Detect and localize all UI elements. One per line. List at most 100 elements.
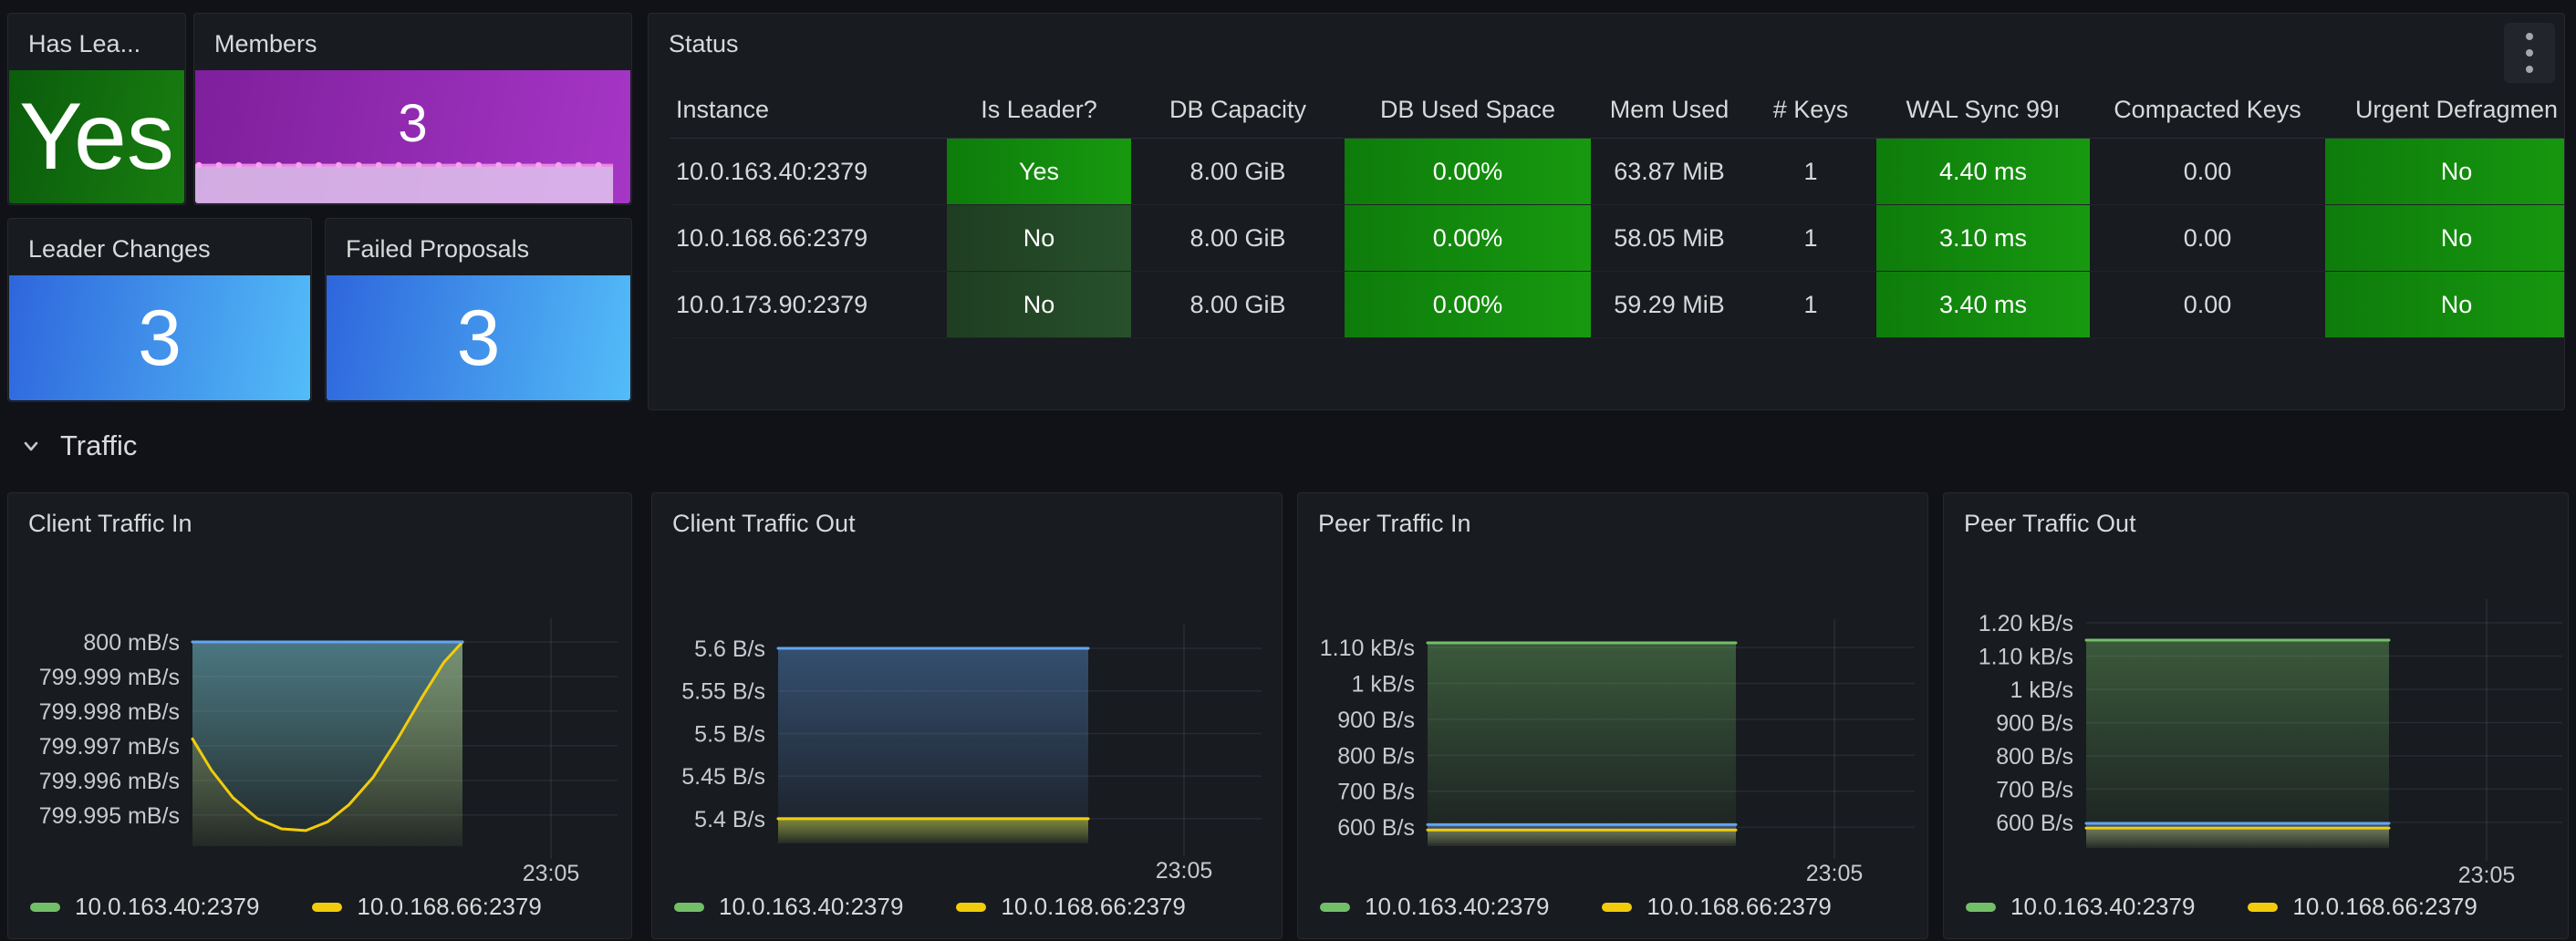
panel-client-traffic-in: Client Traffic In 800 mB/s 799.999 mB/s 79… [7, 492, 632, 939]
legend-color-pill [674, 902, 704, 912]
panel-members: Members 3 [193, 13, 632, 205]
table-cell: 1 [1803, 157, 1818, 185]
sparkline-dot [215, 161, 223, 169]
table-cell: No [947, 272, 1131, 337]
chart-legend: 10.0.163.40:237910.0.168.66:237910.0.173… [1966, 893, 2477, 938]
legend-label: 10.0.163.40:2379 [2010, 893, 2196, 920]
column-header[interactable]: WAL Sync 99ı [1906, 95, 2061, 123]
table-cell: 8.00 GiB [1189, 223, 1286, 252]
panel-title-leader-changes[interactable]: Leader Changes [28, 235, 211, 263]
legend-item[interactable]: 10.0.168.66:2379 [1602, 893, 1832, 921]
y-axis-tick-label: 700 B/s [1996, 777, 2073, 802]
column-header[interactable]: Compacted Keys [2114, 95, 2301, 123]
legend-color-pill [2248, 902, 2279, 912]
sparkline-dot [455, 161, 462, 169]
series-area [192, 642, 462, 846]
column-header[interactable]: DB Capacity [1169, 95, 1307, 123]
sparkline-dot [535, 161, 542, 169]
sparkline-dot [475, 161, 483, 169]
table-cell: No [2325, 205, 2564, 271]
chart-plot-client-traffic-out[interactable]: 5.6 B/s 5.55 B/s 5.5 B/s 5.45 B/s 5.4 B/s 23:… [652, 533, 1278, 891]
legend-item[interactable]: 10.0.163.40:2379 [1320, 893, 1549, 921]
column-header[interactable]: Urgent Defragmen [2354, 95, 2559, 123]
chart-plot-client-traffic-in[interactable]: 800 mB/s 799.999 mB/s 799.998 mB/s 799.997 … [8, 533, 632, 891]
y-axis-tick-label: 5.45 B/s [681, 764, 765, 790]
panel-title-failed-proposals[interactable]: Failed Proposals [346, 235, 530, 263]
sparkline-dot [195, 161, 203, 169]
column-header[interactable]: # Keys [1772, 95, 1849, 123]
y-axis-tick-label: 1.20 kB/s [1979, 611, 2073, 636]
legend-label: 10.0.163.40:2379 [1365, 893, 1550, 920]
legend-item[interactable]: 10.0.163.40:2379 [30, 893, 259, 921]
y-axis-tick-label: 799.998 mB/s [39, 699, 180, 725]
panel-title-peer-traffic-out[interactable]: Peer Traffic Out [1964, 510, 2136, 537]
legend-row: 10.0.163.40:2379 10.0.168.66:2379 [30, 893, 542, 921]
legend-color-pill [956, 902, 987, 912]
panel-leader-changes: Leader Changes 3 [7, 218, 312, 402]
legend-label: 10.0.168.66:2379 [2292, 893, 2477, 920]
panel-title-client-traffic-out[interactable]: Client Traffic Out [672, 510, 856, 537]
panel-status: Status Instance Is Leader? DB Capacity DB U… [648, 13, 2565, 410]
y-axis-tick-label: 5.6 B/s [694, 636, 765, 662]
y-axis-tick-label: 900 B/s [1996, 710, 2073, 736]
legend-row: 10.0.163.40:2379 10.0.168.66:2379 [1966, 893, 2477, 921]
sparkline-dot [375, 161, 382, 169]
series-line [191, 640, 464, 832]
legend-item[interactable]: 10.0.163.40:2379 [1966, 893, 2195, 921]
panel-menu-button[interactable] [2504, 23, 2555, 83]
y-axis-tick-label: 799.995 mB/s [39, 803, 180, 829]
table-cell: Yes [947, 139, 1131, 204]
sparkline-dot [255, 161, 263, 169]
members-stat-background: 3 [195, 70, 630, 203]
sparkline-dot [275, 161, 283, 169]
panel-title-status[interactable]: Status [669, 30, 739, 57]
legend-color-pill [30, 902, 60, 912]
x-axis-tick-label: 23:05 [1156, 858, 1213, 884]
table-cell: No [2325, 139, 2564, 204]
table-cell: 3.10 ms [1876, 205, 2090, 271]
table-row: 10.0.173.90:2379 No 8.00 GiB 0.00% 59.29 MiB… [670, 272, 2564, 338]
table-cell: 10.0.163.40:2379 [676, 157, 868, 185]
members-sparkline [195, 161, 614, 203]
panel-title-members[interactable]: Members [214, 30, 317, 57]
sparkline-dot [235, 161, 243, 169]
series-area [2086, 640, 2389, 848]
chart-plot-peer-traffic-out[interactable]: 1.20 kB/s 1.10 kB/s 1 kB/s 900 B/s 800 B/s 70… [1944, 533, 2569, 891]
y-axis-tick-label: 1.10 kB/s [1320, 636, 1415, 661]
has-leader-value: Yes [19, 84, 174, 190]
legend-item[interactable]: 10.0.168.66:2379 [2248, 893, 2477, 921]
table-cell: 8.00 GiB [1189, 290, 1286, 318]
panel-title-has-leader[interactable]: Has Lea... [28, 30, 141, 57]
legend-color-pill [1602, 902, 1633, 912]
chart-legend: 10.0.163.40:237910.0.168.66:237910.0.173… [1320, 893, 1832, 938]
failed-proposals-stat-background: 3 [327, 275, 630, 400]
sparkline-dot [435, 161, 442, 169]
panel-client-traffic-out: Client Traffic Out 5.6 B/s 5.55 B/s 5.5 B/… [651, 492, 1283, 939]
column-header[interactable]: Is Leader? [981, 95, 1097, 123]
legend-item[interactable]: 10.0.168.66:2379 [312, 893, 542, 921]
column-header[interactable]: Mem Used [1609, 95, 1729, 123]
section-header-traffic[interactable]: Traffic [20, 425, 137, 467]
table-row: 10.0.168.66:2379 No 8.00 GiB 0.00% 58.05 MiB… [670, 205, 2564, 272]
y-axis-tick-label: 5.5 B/s [694, 721, 765, 747]
table-cell: No [2325, 272, 2564, 337]
legend-item[interactable]: 10.0.168.66:2379 [956, 893, 1186, 921]
panel-peer-traffic-in: Peer Traffic In 1.10 kB/s 1 kB/s 900 B/s 80… [1297, 492, 1928, 939]
table-cell: 0.00 [2183, 290, 2232, 318]
y-axis-tick-label: 799.999 mB/s [39, 665, 180, 690]
sparkline-dot [415, 161, 422, 169]
legend-label: 10.0.163.40:2379 [75, 893, 260, 920]
sparkline-area [195, 165, 614, 203]
panel-failed-proposals: Failed Proposals 3 [325, 218, 632, 402]
legend-item[interactable]: 10.0.163.40:2379 [674, 893, 903, 921]
table-cell: 8.00 GiB [1189, 157, 1286, 185]
y-axis-tick-label: 800 B/s [1996, 744, 2073, 770]
legend-label: 10.0.168.66:2379 [1001, 893, 1186, 920]
column-header[interactable]: DB Used Space [1379, 95, 1556, 123]
chart-plot-peer-traffic-in[interactable]: 1.10 kB/s 1 kB/s 900 B/s 800 B/s 700 B/s 600 … [1298, 533, 1924, 891]
panel-title-peer-traffic-in[interactable]: Peer Traffic In [1318, 510, 1471, 537]
table-cell: 0.00% [1345, 205, 1591, 271]
panel-title-client-traffic-in[interactable]: Client Traffic In [28, 510, 192, 537]
column-header[interactable]: Instance [676, 95, 770, 123]
